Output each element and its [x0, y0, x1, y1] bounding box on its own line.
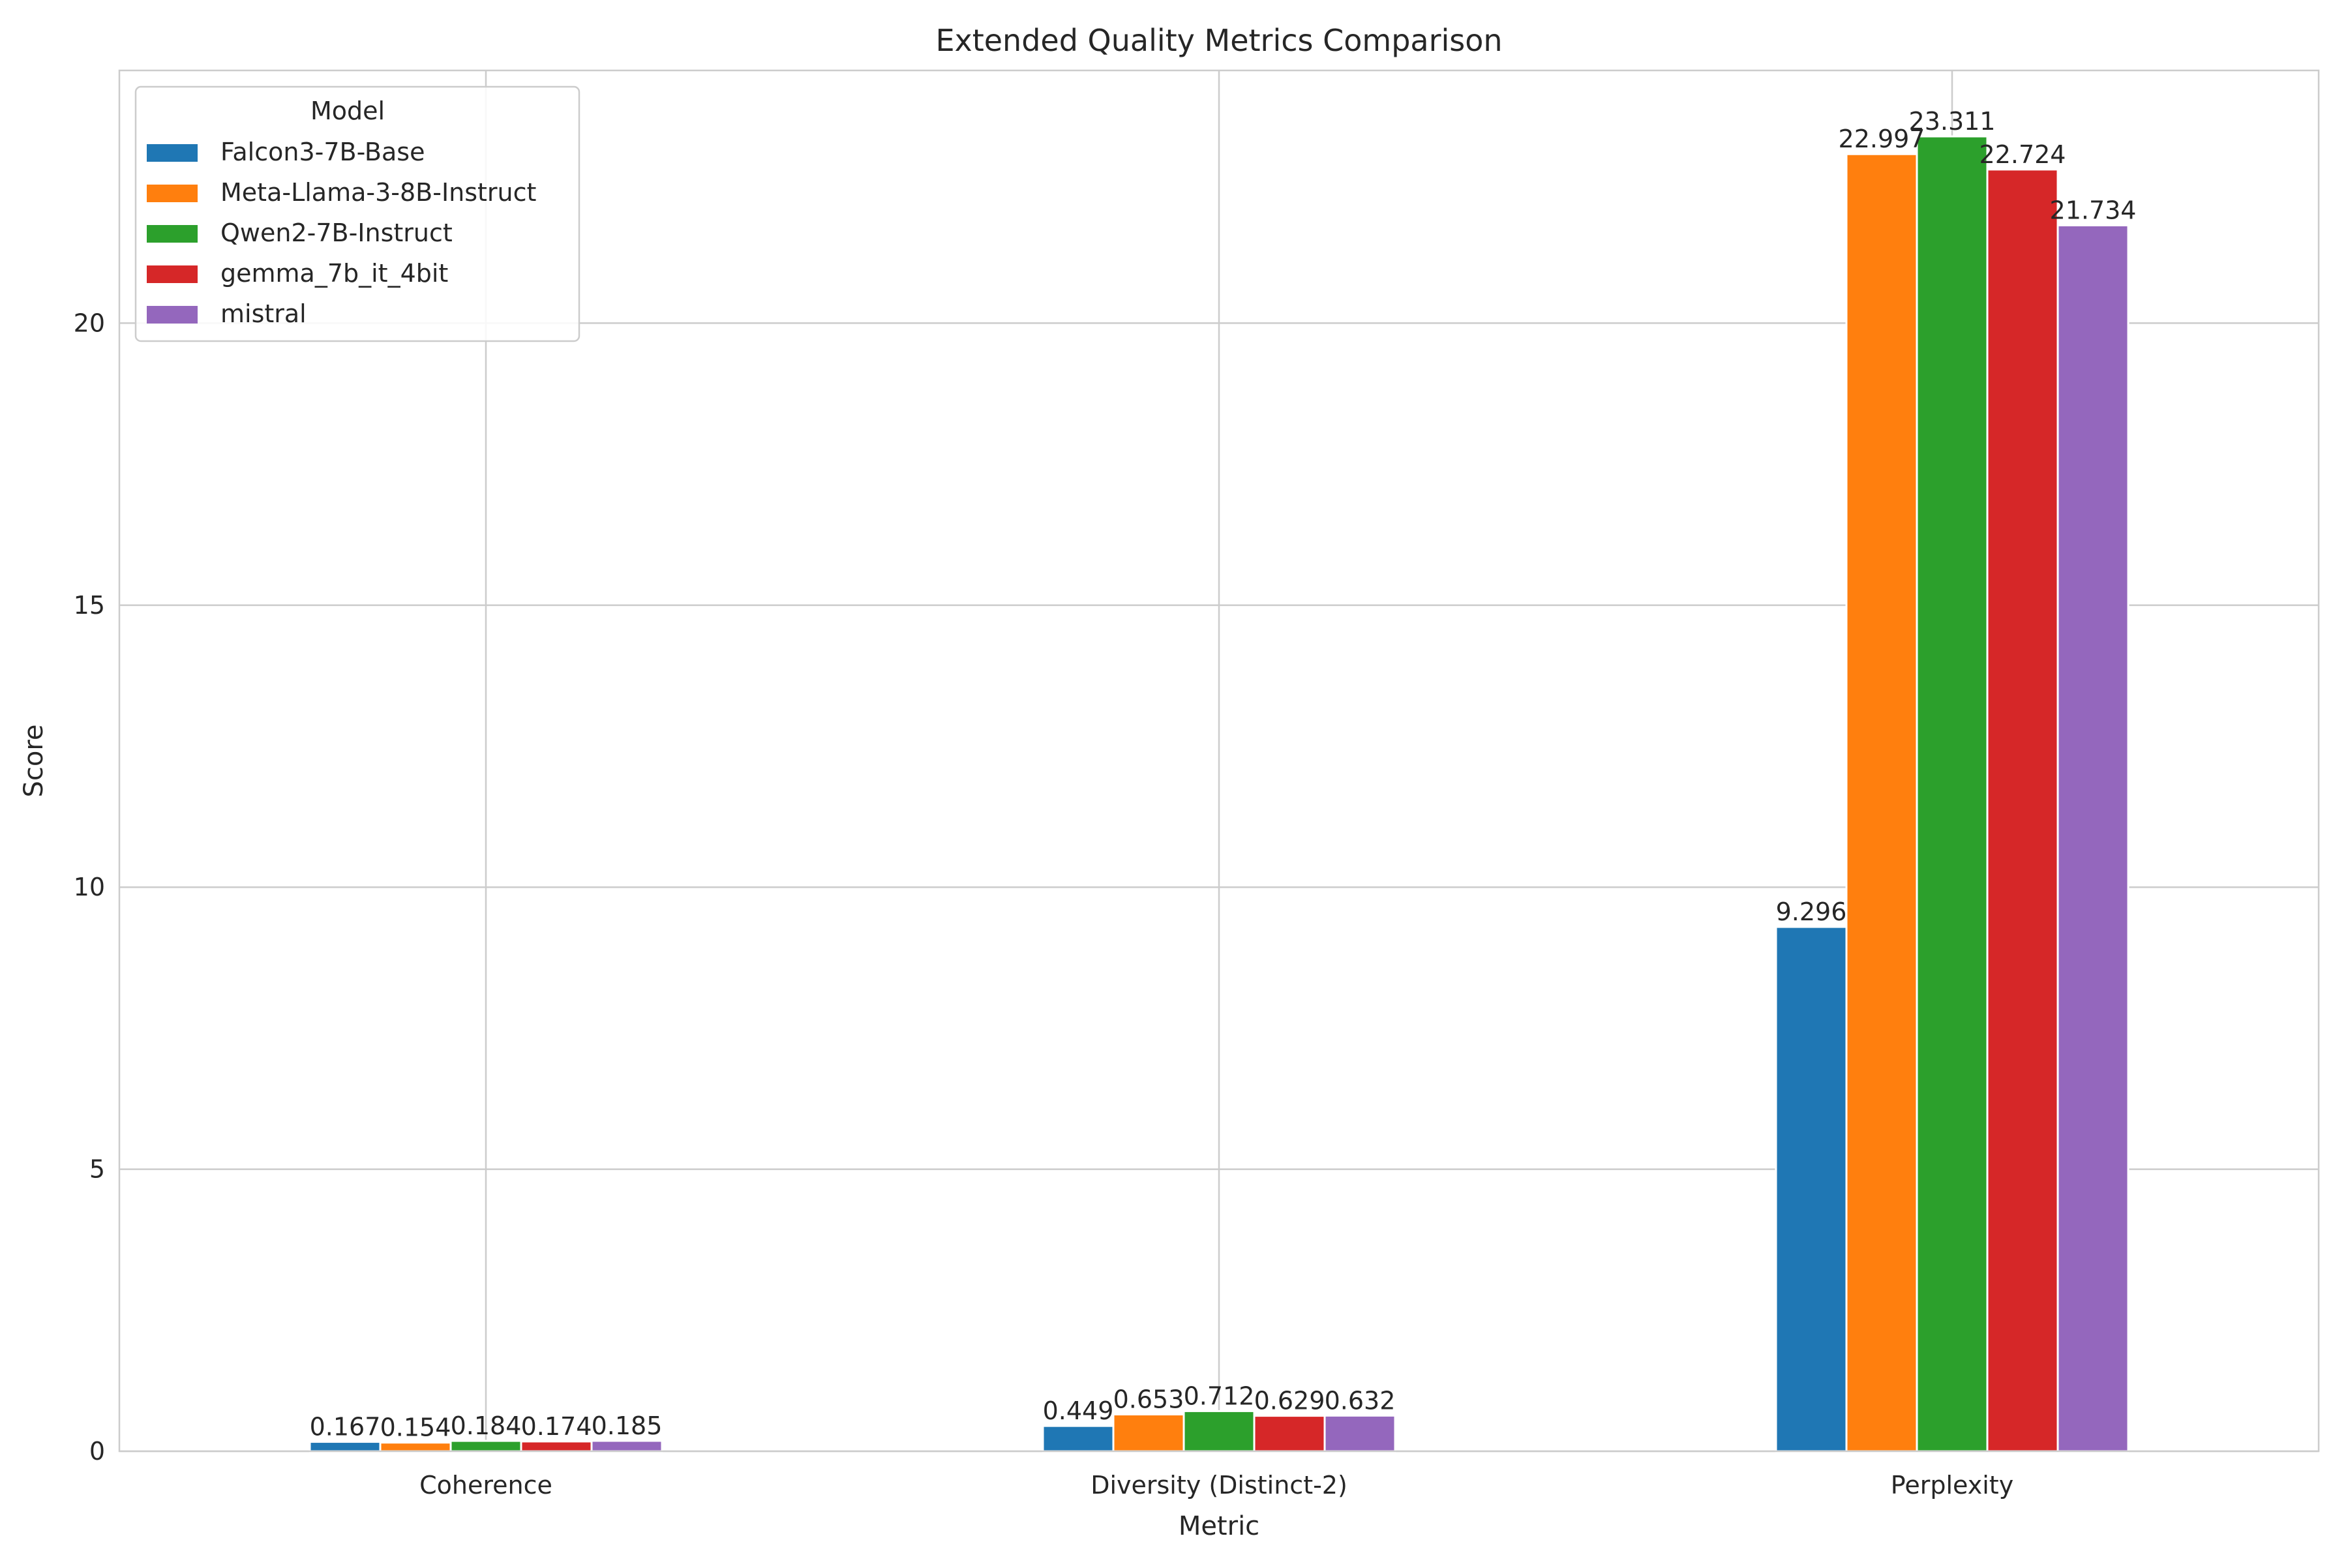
- legend-swatch: [147, 265, 198, 283]
- chart-title: Extended Quality Metrics Comparison: [935, 23, 1502, 58]
- bar: [520, 1440, 593, 1453]
- bar: [1845, 153, 1918, 1453]
- legend-box: [134, 85, 580, 342]
- bar-value-label: 0.184: [451, 1411, 522, 1440]
- bar-value-label: 22.997: [1839, 125, 1925, 153]
- x-axis-label: Metric: [1179, 1511, 1259, 1541]
- legend-entry-label: Meta-Llama-3-8B-Instruct: [220, 178, 536, 207]
- plot-frame: [118, 69, 2320, 1453]
- bar-value-label: 23.311: [1909, 107, 1996, 136]
- y-axis-label: Score: [19, 724, 49, 797]
- legend-entry-label: Falcon3-7B-Base: [220, 138, 425, 166]
- bar: [1323, 1414, 1396, 1453]
- y-tick-label: 15: [74, 591, 105, 620]
- legend-swatch: [147, 144, 198, 162]
- bar-value-label: 9.296: [1776, 897, 1847, 926]
- x-tick-label: Diversity (Distinct-2): [1091, 1471, 1347, 1500]
- legend-swatch: [147, 225, 198, 243]
- bar-value-label: 0.632: [1325, 1386, 1396, 1415]
- bar: [590, 1440, 663, 1453]
- legend-entry-label: Qwen2-7B-Instruct: [220, 219, 453, 247]
- legend: Model Falcon3-7B-Base Meta-Llama-3-8B-Inst…: [134, 85, 580, 342]
- tick-labels: 0 5 10 15 20 Coherence Diversity (Distinct-2) P…: [74, 309, 2014, 1500]
- legend-title: Model: [310, 97, 385, 125]
- bar-value-label: 0.174: [521, 1412, 592, 1441]
- legend-swatch: [147, 306, 198, 324]
- bars: [309, 135, 2130, 1453]
- bar: [1253, 1415, 1326, 1453]
- bar: [1042, 1425, 1115, 1453]
- legend-entry-label: mistral: [220, 299, 307, 328]
- bar: [309, 1441, 382, 1453]
- bar-value-label: 0.712: [1184, 1381, 1255, 1410]
- bar-value-label: 0.167: [310, 1413, 381, 1441]
- legend-swatch: [147, 185, 198, 202]
- bar: [1986, 168, 2059, 1453]
- y-tick-label: 20: [74, 309, 105, 337]
- bar: [379, 1441, 452, 1453]
- bar: [2056, 224, 2130, 1453]
- x-tick-label: Coherence: [419, 1471, 552, 1500]
- y-tick-label: 10: [74, 873, 105, 901]
- bar: [1112, 1413, 1185, 1453]
- data-labels: 0.167 0.449 9.296 0.154 0.653 22.997 0.184 0.71…: [310, 107, 2137, 1442]
- bar-value-label: 0.185: [592, 1411, 663, 1440]
- bar: [449, 1440, 522, 1453]
- bar-value-label: 0.629: [1254, 1387, 1325, 1415]
- y-tick-label: 0: [89, 1437, 105, 1466]
- bar-value-label: 22.724: [1979, 140, 2066, 169]
- legend-entry-label: gemma_7b_it_4bit: [220, 259, 448, 288]
- y-tick-label: 5: [89, 1155, 105, 1184]
- bar: [1775, 926, 1848, 1453]
- bar-value-label: 0.449: [1043, 1396, 1114, 1425]
- x-tick-label: Perplexity: [1891, 1471, 2013, 1500]
- bar-value-label: 0.154: [380, 1413, 451, 1442]
- bar: [1916, 135, 1989, 1453]
- bar-value-label: 21.734: [2050, 196, 2137, 224]
- bar: [1182, 1410, 1256, 1453]
- bar-value-label: 0.653: [1113, 1385, 1184, 1414]
